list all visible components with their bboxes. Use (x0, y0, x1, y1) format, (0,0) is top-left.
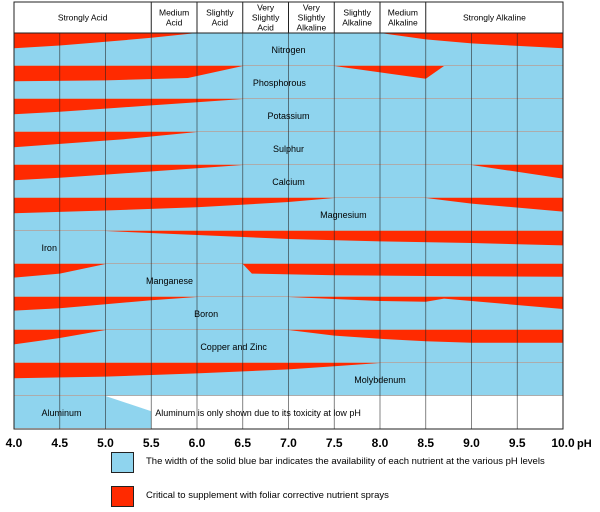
nutrient-row-aluminum: Aluminum Aluminum is only shown due to it… (14, 396, 563, 430)
x-axis: 4.0 4.5 5.0 5.5 6.0 6.5 7.0 7.5 8.0 8.5 9.0 9.5 10.0… (6, 436, 592, 450)
legend-blue-swatch (111, 452, 134, 473)
nutrient-label-potassium: Potassium (267, 111, 309, 121)
x-tick-label: 5.0 (97, 436, 114, 450)
nutrient-row-boron: Boron (14, 297, 563, 331)
legend-red-swatch (111, 486, 134, 507)
x-axis-unit: pH (577, 438, 592, 450)
ph-header: Strongly Acid Medium Acid Slightly Acid Very S… (13, 1, 564, 34)
nutrient-row-phosphorous: Phosphorous (14, 66, 563, 100)
availability-band-aluminum (14, 396, 152, 412)
chart-frame (13, 32, 564, 430)
legend-blue-text: The width of the solid blue bar indicate… (146, 456, 545, 467)
header-label-very-slightly-acid: Very Slightly Acid (252, 3, 280, 33)
x-tick-label: 8.0 (372, 436, 389, 450)
nutrient-label-calcium: Calcium (272, 177, 305, 187)
nutrient-row-sulphur: Sulphur (14, 132, 563, 166)
x-tick-label: 6.0 (189, 436, 206, 450)
x-tick-label: 6.5 (234, 436, 251, 450)
header-label-medium-alkaline: Medium Alkaline (388, 8, 418, 28)
header-label-slightly-alkaline: Slightly Alkaline (342, 8, 372, 28)
nutrient-label-iron: Iron (41, 243, 57, 253)
availability-base (14, 412, 152, 428)
nutrient-label-manganese: Manganese (146, 276, 193, 286)
legend-red-text: Critical to supplement with foliar corre… (146, 490, 389, 501)
nutrient-label-phosphorous: Phosphorous (253, 78, 307, 88)
x-tick-label: 4.5 (51, 436, 68, 450)
nutrient-row-molybdenum: Molybdenum (14, 363, 563, 397)
nutrient-label-copper-and-zinc: Copper and Zinc (200, 342, 267, 352)
x-tick-label: 10.0 (551, 436, 575, 450)
nutrient-row-copper-and-zinc: Copper and Zinc (14, 330, 563, 364)
nutrient-row-manganese: Manganese (14, 264, 563, 298)
x-tick-label: 9.5 (509, 436, 526, 450)
nutrient-label-molybdenum: Molybdenum (354, 375, 406, 385)
aluminum-note: Aluminum is only shown due to its toxici… (155, 408, 361, 418)
nutrient-row-potassium: Potassium (14, 99, 563, 133)
nutrient-label-nitrogen: Nitrogen (271, 45, 305, 55)
x-tick-label: 7.0 (280, 436, 297, 450)
x-tick-label: 4.0 (6, 436, 23, 450)
header-label-slightly-acid: Slightly Acid (206, 8, 234, 28)
nutrient-row-calcium: Calcium (14, 165, 563, 199)
nutrient-row-magnesium: Magnesium (14, 198, 563, 232)
header-label-medium-acid: Medium Acid (159, 8, 189, 28)
nutrient-row-iron: Iron (14, 231, 563, 265)
nutrient-label-magnesium: Magnesium (320, 210, 367, 220)
header-label-very-slightly-alkaline: Very Slightly Alkaline (296, 3, 326, 33)
nutrient-label-sulphur: Sulphur (273, 144, 304, 154)
header-label-strongly-acid: Strongly Acid (58, 13, 108, 23)
nutrient-label-aluminum: Aluminum (41, 408, 81, 418)
nutrient-label-boron: Boron (194, 309, 218, 319)
x-tick-label: 7.5 (326, 436, 343, 450)
x-tick-label: 8.5 (417, 436, 434, 450)
x-tick-label: 9.0 (463, 436, 480, 450)
x-tick-label: 5.5 (143, 436, 160, 450)
header-label-strongly-alkaline: Strongly Alkaline (463, 13, 526, 23)
nutrient-row-nitrogen: Nitrogen (14, 33, 563, 67)
